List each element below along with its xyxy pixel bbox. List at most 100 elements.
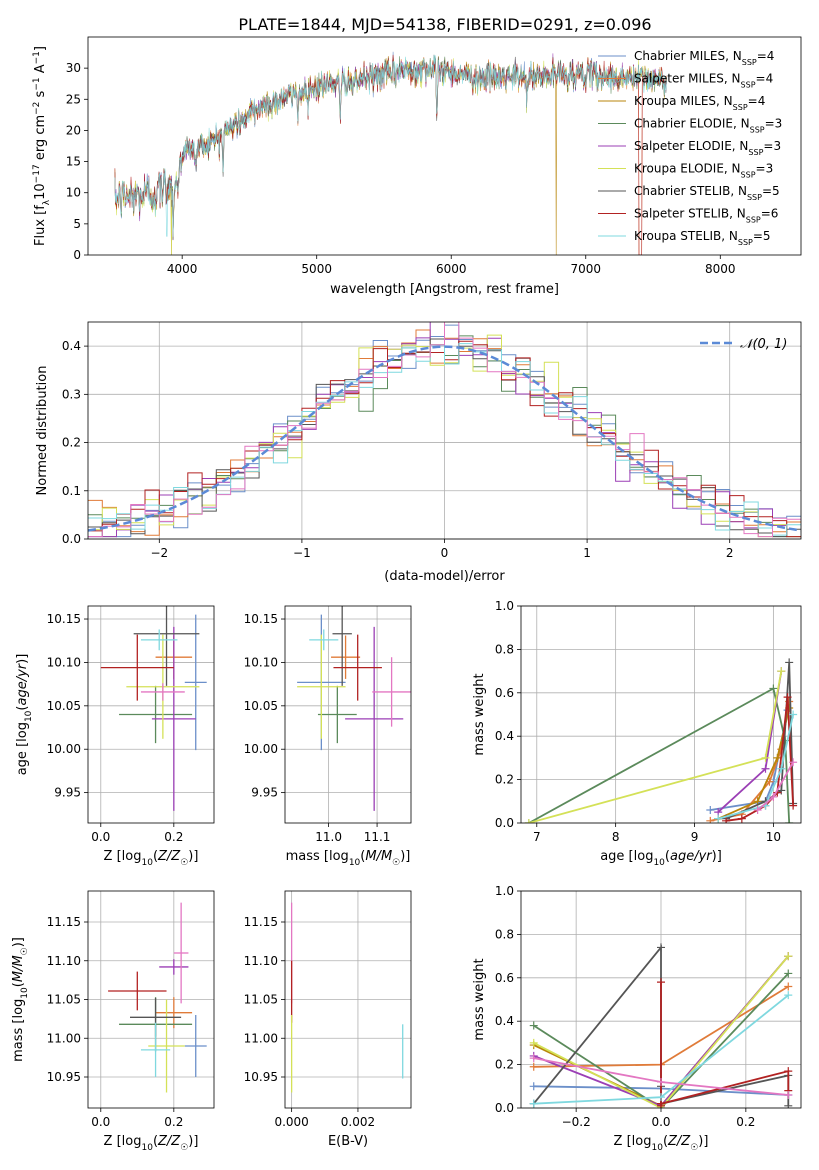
mass-weight-vs-age-weight-marker — [753, 805, 762, 814]
mass-weight-vs-Z-ytick-label: 1.0 — [495, 884, 514, 898]
mass-vs-Z-grid — [88, 891, 214, 1108]
mass-vs-Z-ylabel-part: 10 — [20, 987, 30, 999]
mass-vs-Z-xlabel: Z [log10(Z/Z☉)] — [104, 1134, 199, 1153]
legend-label-part: =3 — [765, 117, 783, 131]
age-vs-Z-ytick-label: 9.95 — [54, 786, 81, 800]
mass-vs-ebv-plot-area — [290, 902, 404, 1093]
mass-weight-vs-Z-weight-marker — [657, 1093, 665, 1102]
residuals-xtick-label: −1 — [293, 546, 311, 560]
mass-vs-Z-ylabel-part: mass [log — [11, 999, 26, 1062]
spectrum-ytick-label: 20 — [66, 123, 81, 137]
residuals-ytick-label: 0.0 — [62, 532, 81, 546]
mass-vs-Z-ylabel: mass [log10(M/M☉)] — [11, 937, 30, 1062]
legend-label-part: SSP — [750, 125, 765, 134]
mass-weight-vs-Z-weight-marker — [529, 1062, 538, 1071]
mass-vs-Z-xlabel-part: 10 — [141, 1143, 153, 1153]
legend-label: Salpeter MILES, NSSP=4 — [634, 72, 773, 90]
mass-weight-vs-Z-ytick-label: 0.8 — [495, 927, 514, 941]
mass-weight-vs-age-weight-line — [717, 714, 794, 820]
age-vs-mass-ytick-label: 10.00 — [244, 742, 278, 756]
mass-weight-vs-age-weight-marker — [706, 816, 715, 823]
mass-weight-vs-Z-weight-marker — [784, 982, 793, 991]
gaussian-reference-curve — [88, 345, 801, 532]
mass-vs-Z: 0.0 0.2 10.95 11.00 11.05 11.10 11.15 — [47, 890, 215, 1129]
mass-weight-vs-age-xlabel-part: age [log — [600, 849, 653, 864]
legend-label-part: Chabrier ELODIE, N — [634, 117, 750, 131]
legend-label-part: SSP — [747, 193, 762, 202]
mass-weight-vs-age-weight-marker — [783, 693, 792, 702]
residuals-frame: −2 −1 0 1 2 0.0 0.1 0.2 0.3 0.4 — [62, 321, 802, 560]
spectrum-xtick-label: 7000 — [570, 262, 601, 276]
mass-weight-vs-age-border — [520, 605, 802, 824]
mass-vs-ebv-ytick-label: 11.00 — [244, 1031, 278, 1045]
mass-weight-vs-age-ytick-label: 0.0 — [495, 816, 514, 830]
legend-label: Salpeter ELODIE, NSSP=3 — [634, 139, 781, 157]
mass-weight-vs-age-xlabel: age [log10(age/yr)] — [600, 849, 722, 868]
mass-vs-ebv-border — [284, 890, 412, 1109]
mass-weight-vs-age-weight-marker — [773, 753, 782, 762]
age-vs-Z-xtick-label: 0.0 — [91, 830, 110, 844]
mass-weight-vs-age-ytick-label: 0.2 — [495, 773, 514, 787]
mass-vs-ebv-ytick-label: 11.15 — [244, 915, 278, 929]
mass-weight-vs-Z-ytick-label: 0.2 — [495, 1058, 514, 1072]
mass-weight-vs-Z-weight-line — [533, 955, 789, 1108]
mass-vs-Z-border — [87, 890, 215, 1109]
age-vs-Z-ytick-label: 10.15 — [47, 612, 81, 626]
legend-label-part: SSP — [733, 103, 748, 112]
age-vs-Z-xlabel-part: 10 — [141, 858, 153, 868]
mass-vs-Z-xlabel-part: ☉ — [180, 1143, 188, 1153]
residuals-ytick-label: 0.3 — [62, 387, 81, 401]
age-vs-mass-xtick-label: 11.0 — [315, 830, 342, 844]
legend-label-part: =6 — [761, 207, 779, 221]
spectrum-plot-area — [114, 51, 667, 255]
mass-weight-vs-Z: −0.2 0.0 0.2 0.0 0.2 0.4 0.6 0.8 1.0 — [495, 884, 802, 1129]
mass-weight-vs-Z-ytick-label: 0.4 — [495, 1014, 514, 1028]
age-vs-Z-ylabel-part: 10 — [24, 710, 34, 722]
spectrum-ylabel-part: A — [33, 64, 48, 77]
residual-histogram — [88, 322, 801, 538]
age-vs-Z-xtick-label: 0.2 — [164, 830, 183, 844]
mass-vs-Z-xlabel-part: )] — [188, 1134, 198, 1149]
mass-vs-ebv-xtick-label: 0.000 — [274, 1115, 308, 1129]
legend-label-part: Chabrier MILES, N — [634, 49, 742, 63]
age-vs-Z-frame: 0.0 0.2 9.95 10.00 10.05 10.10 10.15 — [47, 605, 215, 844]
mass-weight-vs-age-plot-area — [524, 658, 798, 823]
mass-weight-vs-age-weight-marker — [761, 753, 770, 762]
age-vs-Z-xlabel-part: )] — [188, 849, 198, 864]
mass-weight-vs-Z-weight-marker — [784, 1090, 793, 1099]
mass-weight-vs-Z-weight-marker — [657, 1077, 665, 1086]
spectrum-ylabel-part: 10 — [33, 183, 48, 200]
residuals-xtick-label: 1 — [583, 546, 591, 560]
mass-weight-vs-age: 7 8 9 10 0.0 0.2 0.4 0.6 0.8 1.0 — [495, 599, 802, 844]
spectrum-series-line — [128, 54, 667, 241]
spectrum-ylabel: Flux [fλ10−17 erg cm−2 s−1 A−1] — [32, 46, 52, 246]
mass-weight-vs-age-ytick-label: 1.0 — [495, 599, 514, 613]
mass-weight-vs-Z-xlabel-part: 10 — [651, 1143, 663, 1153]
age-vs-Z-xlabel-part: Z/Z — [157, 849, 181, 864]
mass-vs-ebv-ytick-label: 11.05 — [244, 993, 278, 1007]
legend-label-part: Chabrier STELIB, N — [634, 184, 747, 198]
residuals-ytick-label: 0.1 — [62, 484, 81, 498]
mass-weight-vs-Z-weight-marker — [529, 1082, 538, 1091]
mass-weight-vs-Z-plot-area — [529, 943, 793, 1108]
mass-weight-vs-age-weight-marker — [789, 710, 798, 719]
mass-weight-vs-age-weight-marker — [777, 667, 786, 676]
mass-vs-Z-ylabel-part: ☉ — [20, 947, 30, 955]
mass-weight-vs-age-weight-marker — [769, 792, 778, 801]
mass-vs-Z-xlabel-part: Z/Z — [157, 1134, 181, 1149]
mass-weight-vs-Z-xlabel-part: )] — [698, 1134, 708, 1149]
mass-vs-ebv-ytick-label: 11.10 — [244, 954, 278, 968]
legend-label: Chabrier STELIB, NSSP=5 — [634, 184, 780, 202]
residuals: −2 −1 0 1 2 0.0 0.1 0.2 0.3 0.4 — [62, 321, 802, 560]
mass-weight-vs-Z-frame: −0.2 0.0 0.2 0.0 0.2 0.4 0.6 0.8 1.0 — [495, 884, 802, 1129]
age-vs-Z: 0.0 0.2 9.95 10.00 10.05 10.10 10.15 — [47, 605, 215, 844]
legend-label-part: Salpeter ELODIE, N — [634, 139, 748, 153]
age-vs-mass-xlabel-part: mass [log — [286, 849, 349, 864]
residuals-xtick-label: −2 — [150, 546, 168, 560]
residuals-xtick-label: 0 — [441, 546, 449, 560]
mass-vs-Z-ylabel-part: ( — [11, 982, 26, 987]
mass-weight-vs-age-weight-marker — [789, 758, 798, 767]
legend-label-part: SSP — [748, 148, 763, 157]
mass-weight-vs-age-weight-line — [528, 670, 783, 823]
